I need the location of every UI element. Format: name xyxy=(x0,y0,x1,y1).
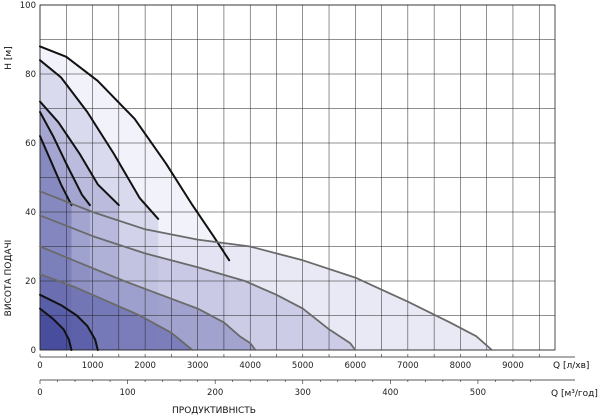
x-tick-label-m3h: 0 xyxy=(37,388,42,398)
pump-curves xyxy=(39,45,493,351)
plot-border xyxy=(39,4,556,351)
x-tick-label-lpm: 6000 xyxy=(344,361,366,371)
x-tick-label-m3h: 300 xyxy=(295,388,311,398)
x-tick-label-lpm: 7000 xyxy=(397,361,419,371)
y-tick-label: 0 xyxy=(31,346,36,356)
x-tick-label-m3h: 500 xyxy=(470,388,486,398)
axes xyxy=(39,354,575,384)
y-axis-label: ВИСОТА ПОДАЧІ xyxy=(4,240,14,317)
y-tick-label: 20 xyxy=(25,277,36,287)
x-tick-label-lpm: 2000 xyxy=(134,361,156,371)
x-tick-label-lpm: 9000 xyxy=(502,361,524,371)
x-tick-label-lpm: 8000 xyxy=(450,361,472,371)
y-axis-units-label: H [м] xyxy=(4,46,14,69)
x-axis-label: ПРОДУКТИВНІСТЬ xyxy=(172,406,256,416)
x-tick-label-m3h: 200 xyxy=(207,388,223,398)
curve-9 xyxy=(39,273,194,351)
curve-10 xyxy=(39,293,99,351)
x-tick-label-lpm: 4000 xyxy=(239,361,261,371)
curve-1 xyxy=(39,45,231,262)
x-tick-label-lpm: 1000 xyxy=(82,361,104,371)
x-axis-lpm-label: Q [л/хв] xyxy=(553,361,589,371)
curve-2 xyxy=(39,59,160,220)
x-tick-label-m3h: 100 xyxy=(119,388,135,398)
x-tick-label-m3h: 400 xyxy=(382,388,398,398)
curve-4 xyxy=(39,111,91,207)
grid-lines xyxy=(39,4,556,351)
y-tick-label: 80 xyxy=(25,70,36,80)
curve-6 xyxy=(39,190,493,351)
curve-5 xyxy=(39,135,73,207)
y-tick-label: 40 xyxy=(25,208,36,218)
curve-8 xyxy=(39,245,257,351)
y-tick-label: 60 xyxy=(25,139,36,149)
x-tick-label-lpm: 3000 xyxy=(187,361,209,371)
curve-11 xyxy=(39,307,73,351)
curve-7 xyxy=(39,214,357,351)
x-axis-m3h-label: Q [м³/год] xyxy=(551,389,598,399)
y-tick-label: 100 xyxy=(20,1,36,11)
curve-fill-11 xyxy=(40,308,72,350)
curve-3 xyxy=(39,100,120,207)
x-tick-label-lpm: 0 xyxy=(37,361,42,371)
x-tick-label-lpm: 5000 xyxy=(292,361,314,371)
